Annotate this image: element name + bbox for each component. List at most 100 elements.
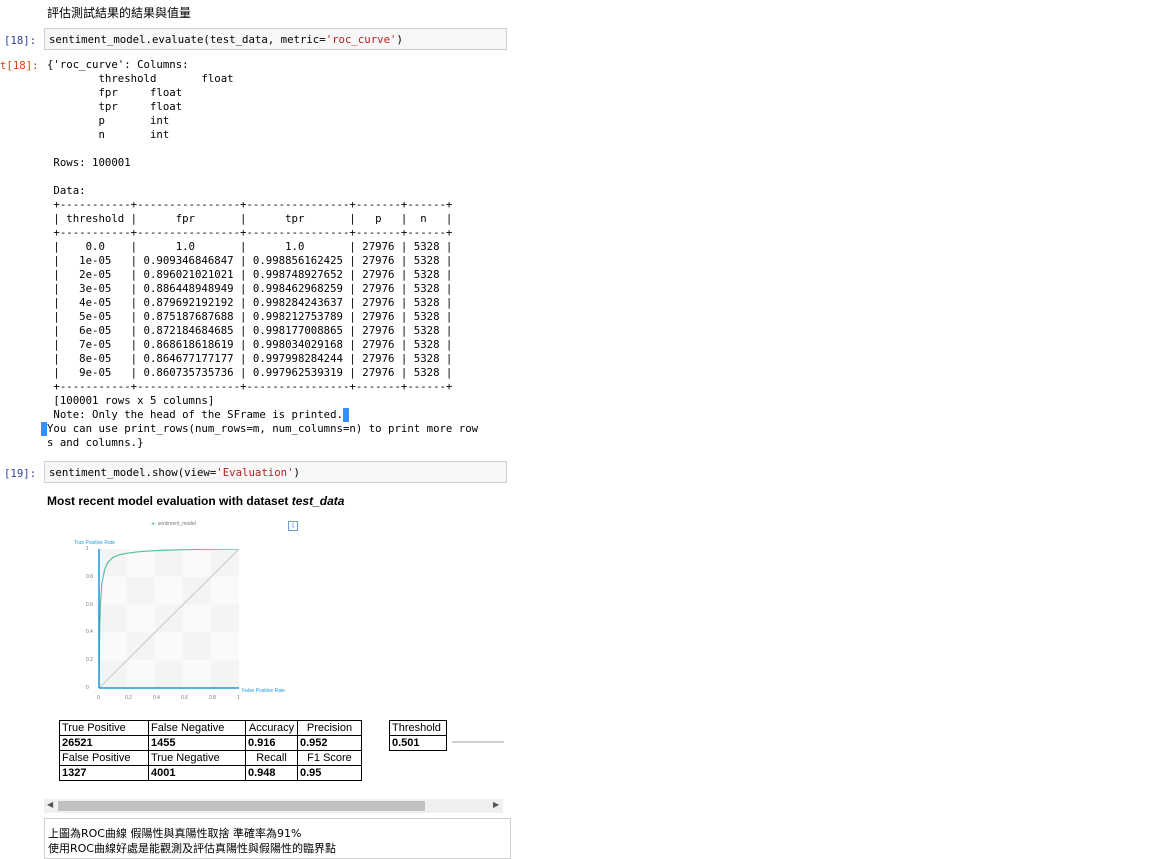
precision-value: 0.952 xyxy=(297,735,362,751)
evaluation-title: Most recent model evaluation with datase… xyxy=(47,494,344,508)
output-line: | 2e-05 | 0.896021021021 | 0.99874892765… xyxy=(47,268,453,281)
roc-chart[interactable] xyxy=(98,549,240,690)
cell-18-output-prompt: t[18]: xyxy=(0,59,39,72)
series-line-sentiment_model xyxy=(98,549,240,689)
output-line: | threshold | fpr | tpr | p | n | xyxy=(47,212,453,225)
false-negative-value: 1455 xyxy=(148,735,246,751)
output-line: n int xyxy=(47,128,170,141)
grid-cell xyxy=(183,660,211,688)
text-selection-marker xyxy=(342,408,349,422)
x-tick-label: 0.2 xyxy=(125,695,132,701)
accuracy-label: Accuracy xyxy=(245,720,298,736)
y-axis-title: True Positive Rate xyxy=(74,540,115,546)
grid-cell xyxy=(183,549,211,577)
precision-label: Precision xyxy=(297,720,362,736)
legend-marker-icon: -●- xyxy=(150,521,157,527)
output-line: [100001 rows x 5 columns] xyxy=(47,394,215,407)
y-tick-label: 0.4 xyxy=(86,629,93,636)
threshold-table: Threshold 0.501 xyxy=(389,720,447,751)
output-line: | 0.0 | 1.0 | 1.0 | 27976 | 5328 | xyxy=(47,240,453,253)
table-row: False Positive True Negative Recall F1 S… xyxy=(59,750,362,766)
scrollbar-thumb[interactable] xyxy=(58,801,425,811)
grid-cell xyxy=(99,549,127,577)
grid-cell xyxy=(127,660,155,688)
output-line: +-----------+----------------+----------… xyxy=(47,380,453,393)
grid-cell xyxy=(99,604,127,633)
output-line: p int xyxy=(47,114,170,127)
grid-cell xyxy=(183,632,211,661)
output-line: +-----------+----------------+----------… xyxy=(47,198,453,211)
output-line: | 9e-05 | 0.860735735736 | 0.99796253931… xyxy=(47,366,453,379)
cell-19-code-editor[interactable]: sentiment_model.show(view='Evaluation') xyxy=(44,461,507,483)
output-line: Data: xyxy=(47,184,86,197)
output-line: | 5e-05 | 0.875187687688 | 0.99821275378… xyxy=(47,310,453,323)
output-line: Rows: 100001 xyxy=(47,156,131,169)
code-text: ) xyxy=(293,466,300,479)
scroll-left-icon[interactable]: ◀ xyxy=(47,800,54,809)
note-line-2: 使用ROC曲線好處是能觀測及評估真陽性與假陽性的臨界點 xyxy=(48,842,336,855)
threshold-slider[interactable] xyxy=(452,741,504,743)
baseline-line xyxy=(98,549,240,689)
y-tick-label: 0.6 xyxy=(86,601,93,608)
note-line-1: 上圖為ROC曲線 假陽性與真陽性取捨 準確率為91% xyxy=(48,827,302,840)
cell-18-code-editor[interactable]: sentiment_model.evaluate(test_data, metr… xyxy=(44,28,507,50)
table-row: 26521 1455 0.916 0.952 xyxy=(59,735,362,751)
grid-cell xyxy=(155,549,183,577)
output-line: | 7e-05 | 0.868618618619 | 0.99803402916… xyxy=(47,338,453,351)
grid-cell xyxy=(155,576,183,605)
grid-cell xyxy=(99,576,127,605)
grid-cell xyxy=(99,632,127,661)
scroll-right-icon[interactable]: ▶ xyxy=(493,800,500,809)
markdown-note-cell[interactable]: 上圖為ROC曲線 假陽性與真陽性取捨 準確率為91% 使用ROC曲線好處是能觀測… xyxy=(44,818,511,859)
true-positive-label: True Positive xyxy=(59,720,149,736)
threshold-value: 0.501 xyxy=(389,735,447,751)
x-tick-label: 0 xyxy=(97,695,100,701)
recall-value: 0.948 xyxy=(245,765,298,781)
grid-cell xyxy=(211,604,239,633)
grid-cell xyxy=(127,576,155,605)
output-line: | 3e-05 | 0.886448948949 | 0.99846296825… xyxy=(47,282,453,295)
code-text: ) xyxy=(396,33,403,46)
output-line: You can use print_rows(num_rows=m, num_c… xyxy=(47,422,479,435)
x-tick-label: 0.8 xyxy=(209,695,216,701)
true-positive-value: 26521 xyxy=(59,735,149,751)
confusion-metrics-table: True Positive False Negative Accuracy Pr… xyxy=(59,720,362,781)
horizontal-scrollbar[interactable]: ◀ ▶ xyxy=(44,799,503,813)
table-row: Threshold xyxy=(389,720,447,736)
table-row: 1327 4001 0.948 0.95 xyxy=(59,765,362,781)
grid-cell xyxy=(183,604,211,633)
f1-score-label: F1 Score xyxy=(297,750,362,766)
grid-cell xyxy=(127,549,155,577)
grid-cell xyxy=(211,660,239,688)
output-line: | 6e-05 | 0.872184684685 | 0.99817700886… xyxy=(47,324,453,337)
x-tick-label: 1 xyxy=(237,695,240,701)
code-text: sentiment_model.evaluate(test_data, metr… xyxy=(49,33,326,46)
false-negative-label: False Negative xyxy=(148,720,246,736)
legend-label: sentiment_model xyxy=(157,521,196,527)
markdown-heading: 評估測試結果的結果與值量 xyxy=(47,6,192,20)
table-row: True Positive False Negative Accuracy Pr… xyxy=(59,720,362,736)
grid-cell xyxy=(211,576,239,605)
download-icon[interactable]: ⇩ xyxy=(288,521,298,531)
false-positive-label: False Positive xyxy=(59,750,149,766)
x-axis-title: False Positive Rate xyxy=(242,688,286,694)
code-text: sentiment_model.show(view= xyxy=(49,466,217,479)
output-line: threshold float xyxy=(47,72,234,85)
evaluation-title-text: Most recent model evaluation with datase… xyxy=(47,494,292,508)
grid-cell xyxy=(127,604,155,633)
table-row: 0.501 xyxy=(389,735,447,751)
output-line: fpr float xyxy=(47,86,183,99)
code-string: 'Evaluation' xyxy=(216,466,294,479)
recall-label: Recall xyxy=(245,750,298,766)
grid-cell xyxy=(211,632,239,661)
x-tick-label: 0.4 xyxy=(153,695,160,701)
cell-19-input-prompt: [19]: xyxy=(4,467,37,480)
chart-legend[interactable]: -●- sentiment_model xyxy=(150,521,196,527)
output-line: +-----------+----------------+----------… xyxy=(47,226,453,239)
cell-18-output: {'roc_curve': Columns: threshold float f… xyxy=(41,58,479,450)
y-tick-label: 0.2 xyxy=(86,657,93,664)
text-selection-marker xyxy=(41,422,47,436)
evaluation-dataset-name: test_data xyxy=(291,494,345,508)
y-tick-label: 0 xyxy=(86,685,89,691)
x-tick-label: 0.6 xyxy=(181,695,188,701)
